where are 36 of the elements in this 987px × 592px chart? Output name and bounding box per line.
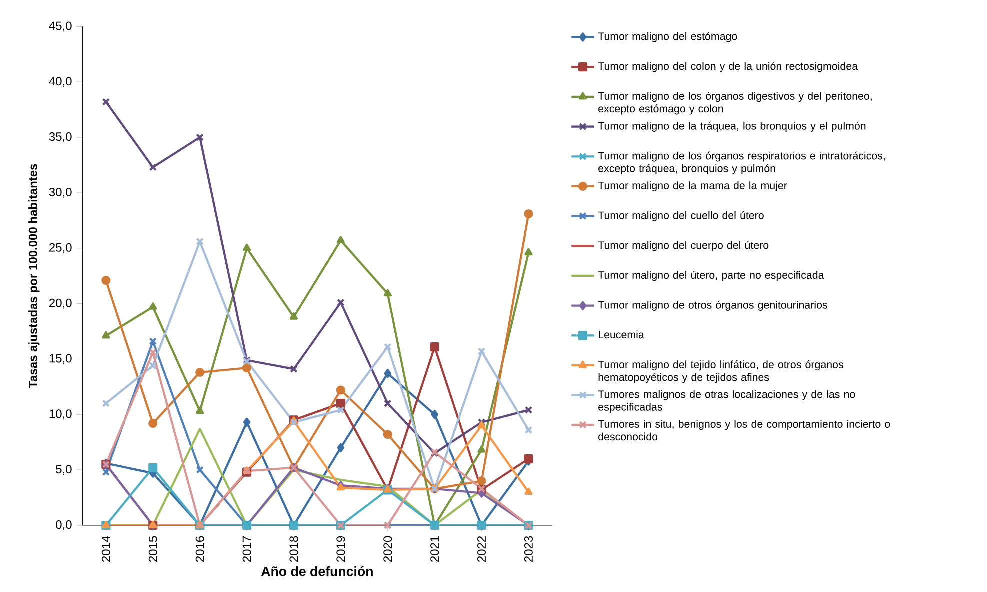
y-tick-label: 25,0 — [50, 243, 72, 254]
legend-label: Tumor maligno de los órganos respiratorios e intratorácicos, excepto tráquea, bronquios y pulmón — [598, 152, 885, 174]
legend-label: Tumor maligno de otros órganos genitourinarios — [598, 300, 828, 311]
x-tick-label: 2014 — [102, 536, 110, 562]
x-tick-label: 2016 — [196, 536, 204, 562]
x-tick-label: 2017 — [242, 536, 252, 562]
legend-label: Tumor maligno del cuerpo del útero — [598, 241, 769, 252]
y-tick-label: 45,0 — [49, 22, 72, 32]
x-tick-label: 2020 — [384, 536, 392, 562]
legend-label: Leucemia — [598, 330, 644, 339]
y-tick-label: 30,0 — [49, 188, 72, 198]
legend-label: Tumor maligno del tejido linfático, de otros órganos hematopoyéticos y de tejidos afines — [598, 360, 844, 384]
y-tick-label: 35,0 — [49, 132, 72, 142]
y-tick-label: 10,0 — [50, 410, 72, 420]
x-axis-title: Año de defunción — [261, 566, 373, 576]
legend-label: Tumor maligno del estómago — [598, 32, 738, 42]
legend-label: Tumor maligno de los órganos digestivos y del peritoneo, excepto estómago y colon — [598, 92, 872, 115]
legend-label: Tumor maligno del útero, parte no especificada — [598, 270, 824, 282]
legend-label: Tumor maligno del cuello del útero — [598, 211, 764, 222]
y-tick-label: 20,0 — [50, 298, 72, 309]
y-tick-label: 5,0 — [56, 465, 72, 475]
x-tick-label: 2021 — [430, 536, 440, 562]
x-tick-label: 2018 — [290, 536, 298, 562]
y-tick-label: 40,0 — [49, 77, 72, 87]
x-tick-label: 2015 — [148, 536, 158, 562]
x-tick-label: 2019 — [336, 536, 346, 562]
y-tick-label: 0,0 — [56, 520, 72, 530]
x-tick-label: 2022 — [478, 536, 486, 562]
legend-label: Tumor maligno del colon y de la unión rectosigmoidea — [598, 62, 858, 72]
y-tick-label: 15,0 — [50, 354, 72, 364]
x-tick-label: 2023 — [524, 536, 533, 562]
y-axis-title: Tasas ajustadas por 100.000 habitantes — [28, 164, 40, 388]
legend-label: Tumor maligno de la mama de la mujer — [598, 181, 788, 192]
legend-label: Tumores in situ, benignos y los de comportamiento incierto o desconocido — [598, 420, 890, 441]
legend-label: Tumor maligno de la tráquea, los bronquios y el pulmón — [598, 122, 866, 132]
legend-label: Tumores malignos de otras localizaciones y de las no especificadas — [598, 390, 856, 413]
